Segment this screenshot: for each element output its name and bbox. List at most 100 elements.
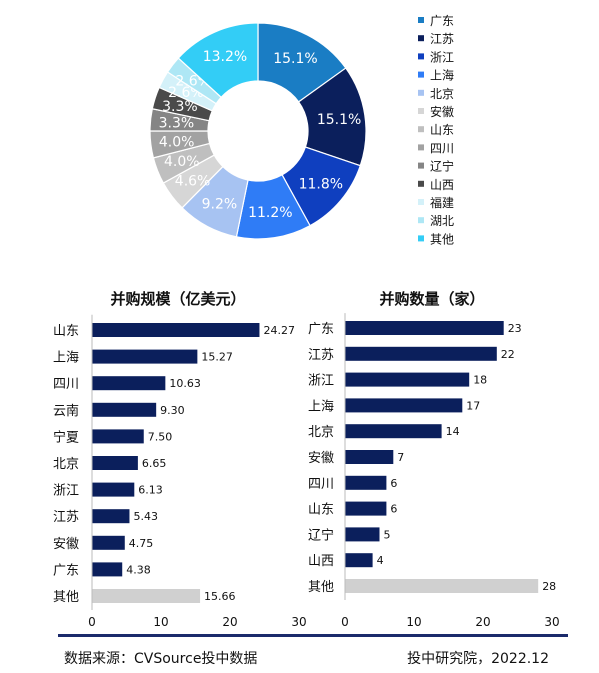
bar-value-label: 22 bbox=[501, 348, 515, 361]
bar-category-label: 辽宁 bbox=[308, 527, 334, 543]
bar-value-label: 17 bbox=[466, 399, 480, 412]
bar-category-label: 浙江 bbox=[308, 374, 334, 389]
legend-label: 浙江 bbox=[430, 50, 454, 64]
donut-slice-label: 4.0% bbox=[164, 154, 200, 170]
legend-swatch bbox=[418, 108, 424, 114]
bar-category-label: 云南 bbox=[53, 403, 79, 419]
bar-category-label: 宁夏 bbox=[53, 429, 79, 445]
x-tick-label: 30 bbox=[544, 615, 559, 629]
bar bbox=[345, 501, 387, 516]
donut-slice-label: 9.2% bbox=[202, 196, 238, 212]
bar bbox=[345, 346, 497, 361]
legend-label: 福建 bbox=[430, 195, 454, 210]
bar-chart-title: 并购数量（家） bbox=[379, 290, 484, 308]
legend-label: 上海 bbox=[430, 68, 454, 83]
legend-label: 山西 bbox=[430, 178, 454, 192]
bar-value-label: 4 bbox=[377, 554, 384, 567]
legend-label: 北京 bbox=[430, 87, 454, 101]
bar bbox=[345, 450, 394, 464]
bar bbox=[345, 424, 442, 439]
donut-slice-label: 13.2% bbox=[203, 49, 247, 65]
legend-swatch bbox=[418, 126, 424, 133]
bar-category-label: 广东 bbox=[308, 322, 334, 337]
bar bbox=[345, 553, 373, 568]
bar-value-label: 7 bbox=[397, 451, 404, 464]
legend-swatch bbox=[418, 144, 424, 151]
x-tick-label: 20 bbox=[222, 615, 237, 629]
bar bbox=[92, 349, 198, 364]
legend-label: 广东 bbox=[430, 14, 454, 28]
bar-value-label: 10.63 bbox=[169, 377, 201, 390]
bar bbox=[345, 579, 539, 593]
bar-category-label: 浙江 bbox=[53, 484, 79, 499]
bar bbox=[92, 402, 157, 417]
bar-value-label: 18 bbox=[473, 374, 487, 387]
bar-value-label: 4.38 bbox=[126, 563, 151, 576]
bar bbox=[345, 321, 504, 335]
legend-swatch bbox=[418, 162, 424, 169]
footer-source: 数据来源：CVSource投中数据 bbox=[64, 651, 258, 667]
bar-value-label: 6.13 bbox=[138, 484, 163, 497]
bar bbox=[345, 398, 463, 413]
bar-value-label: 23 bbox=[508, 322, 522, 335]
bar-category-label: 上海 bbox=[53, 351, 79, 366]
legend-label: 其他 bbox=[430, 232, 454, 246]
bar-value-label: 6 bbox=[390, 503, 397, 516]
bar-value-label: 15.66 bbox=[204, 590, 236, 603]
x-tick-label: 10 bbox=[406, 615, 421, 629]
bar bbox=[92, 562, 123, 577]
footer-divider bbox=[58, 634, 568, 637]
bar-category-label: 山东 bbox=[308, 503, 334, 518]
bar-value-label: 6 bbox=[390, 477, 397, 490]
legend-swatch bbox=[418, 235, 424, 242]
bar bbox=[345, 372, 470, 387]
count-bar-chart: 并购数量（家） 广东 23 江苏 22 浙江 18 上海 17 北京 14 安徽 7 四川 6 山东 6 辽宁 5 山… bbox=[308, 290, 560, 629]
legend-swatch bbox=[418, 53, 424, 60]
donut-chart: 15.1% 15.1% 11.8% 11.2% 9.2% 4.6% 4.0% 4.0% 3.3%… bbox=[149, 22, 367, 240]
bar-category-label: 安徽 bbox=[308, 451, 334, 466]
bar bbox=[92, 482, 135, 497]
bar-value-label: 4.75 bbox=[129, 537, 154, 550]
bar bbox=[92, 456, 138, 470]
bar-category-label: 北京 bbox=[53, 457, 79, 472]
bar-chart-title: 并购规模（亿美元） bbox=[110, 290, 245, 308]
bar-value-label: 14 bbox=[446, 425, 460, 438]
legend-swatch bbox=[418, 17, 424, 23]
bar bbox=[92, 429, 144, 444]
bar-category-label: 山东 bbox=[53, 324, 79, 339]
bar-category-label: 其他 bbox=[53, 590, 79, 605]
footer-credit: 投中研究院，2022.12 bbox=[407, 651, 549, 667]
x-tick-label: 30 bbox=[291, 615, 306, 629]
donut-slice-label: 15.1% bbox=[317, 112, 361, 128]
donut-slice-label: 4.6% bbox=[175, 173, 211, 189]
legend-swatch bbox=[418, 35, 424, 42]
donut-slice-label: 4.0% bbox=[159, 134, 195, 150]
bar bbox=[345, 527, 380, 542]
bar-category-label: 江苏 bbox=[308, 347, 334, 363]
legend-swatch bbox=[418, 199, 424, 205]
legend-label: 四川 bbox=[430, 141, 454, 155]
bar-category-label: 其他 bbox=[308, 580, 334, 595]
x-tick-label: 20 bbox=[475, 615, 490, 629]
x-tick-label: 10 bbox=[153, 615, 168, 629]
x-tick-label: 0 bbox=[341, 615, 349, 629]
legend-swatch bbox=[418, 71, 424, 78]
bar-category-label: 山西 bbox=[308, 554, 334, 569]
bar bbox=[92, 535, 125, 550]
bar-category-label: 安徽 bbox=[53, 537, 79, 552]
legend-swatch bbox=[418, 217, 424, 224]
bar-value-label: 5.43 bbox=[133, 510, 158, 523]
bar-value-label: 28 bbox=[542, 580, 556, 593]
bar-category-label: 四川 bbox=[53, 377, 79, 392]
legend-label: 湖北 bbox=[430, 213, 454, 228]
bar bbox=[92, 509, 130, 524]
donut-slice bbox=[177, 22, 259, 99]
legend-label: 安徽 bbox=[430, 104, 454, 119]
bar bbox=[92, 323, 260, 337]
donut-slice-label: 11.8% bbox=[299, 177, 343, 193]
donut-slice-label: 3.3% bbox=[162, 99, 198, 115]
bar-value-label: 9.30 bbox=[160, 404, 185, 417]
bar-value-label: 15.27 bbox=[201, 351, 233, 364]
